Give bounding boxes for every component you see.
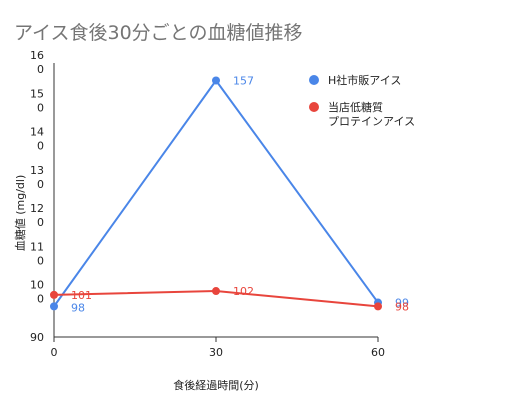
chart-title: アイス食後30分ごとの血糖値推移 xyxy=(14,22,302,44)
x-tick-label: 0 xyxy=(51,346,58,359)
x-axis-ticks: 0 30 60 xyxy=(51,337,385,359)
data-point xyxy=(212,287,220,296)
y-tick-label: 160 xyxy=(30,49,44,76)
x-tick-label: 30 xyxy=(209,346,223,359)
data-label: 101 xyxy=(71,289,92,302)
y-tick-label: 120 xyxy=(30,202,44,229)
legend-item-2: 当店低糖質プロテインアイス xyxy=(309,100,415,128)
y-tick-label: 90 xyxy=(30,331,44,344)
legend-label-line: プロテインアイス xyxy=(328,115,415,128)
legend-label-line: 当店低糖質 xyxy=(328,100,383,114)
legend-label: 当店低糖質プロテインアイス xyxy=(328,100,415,128)
data-label: 102 xyxy=(233,285,254,298)
x-axis-label: 食後経過時間(分) xyxy=(173,378,259,392)
y-tick-text: 90 xyxy=(30,331,44,344)
data-label: 98 xyxy=(71,301,85,314)
y-tick-text: 0 xyxy=(37,101,44,114)
y-tick-text: 14 xyxy=(30,126,44,139)
y-tick-text: 12 xyxy=(30,202,44,215)
data-point xyxy=(374,302,382,311)
y-tick-label: 110 xyxy=(30,240,44,267)
legend-label: H社市販アイス xyxy=(328,73,401,87)
series-2: 101 102 98 xyxy=(50,285,409,313)
y-tick-text: 0 xyxy=(37,216,44,229)
y-tick-text: 10 xyxy=(30,279,44,292)
y-tick-text: 13 xyxy=(30,164,44,177)
y-tick-label: 140 xyxy=(30,126,44,153)
data-point xyxy=(50,290,58,299)
y-tick-text: 0 xyxy=(37,293,44,306)
y-tick-label: 100 xyxy=(30,279,44,306)
legend-marker xyxy=(309,75,319,85)
y-tick-text: 15 xyxy=(30,87,44,100)
y-tick-text: 0 xyxy=(37,178,44,191)
y-axis-label: 血糖値 (mg/dl) xyxy=(13,175,27,252)
data-label: 98 xyxy=(395,300,409,313)
legend-marker xyxy=(309,102,319,112)
plot-series: 98 157 99 101 102 98 xyxy=(50,74,409,314)
y-tick-text: 0 xyxy=(37,140,44,153)
legend-label-line: H社市販アイス xyxy=(328,73,401,87)
x-tick-label: 60 xyxy=(371,346,385,359)
y-tick-text: 16 xyxy=(30,49,44,62)
data-label: 157 xyxy=(233,74,254,87)
y-tick-text: 11 xyxy=(30,240,44,253)
data-point xyxy=(212,76,220,85)
y-tick-label: 130 xyxy=(30,164,44,191)
data-label: 99 xyxy=(395,297,409,310)
y-tick-text: 0 xyxy=(37,63,44,76)
y-tick-text: 0 xyxy=(37,254,44,267)
legend-item-1: H社市販アイス xyxy=(309,73,401,87)
y-tick-label: 150 xyxy=(30,87,44,114)
data-point xyxy=(50,302,58,311)
